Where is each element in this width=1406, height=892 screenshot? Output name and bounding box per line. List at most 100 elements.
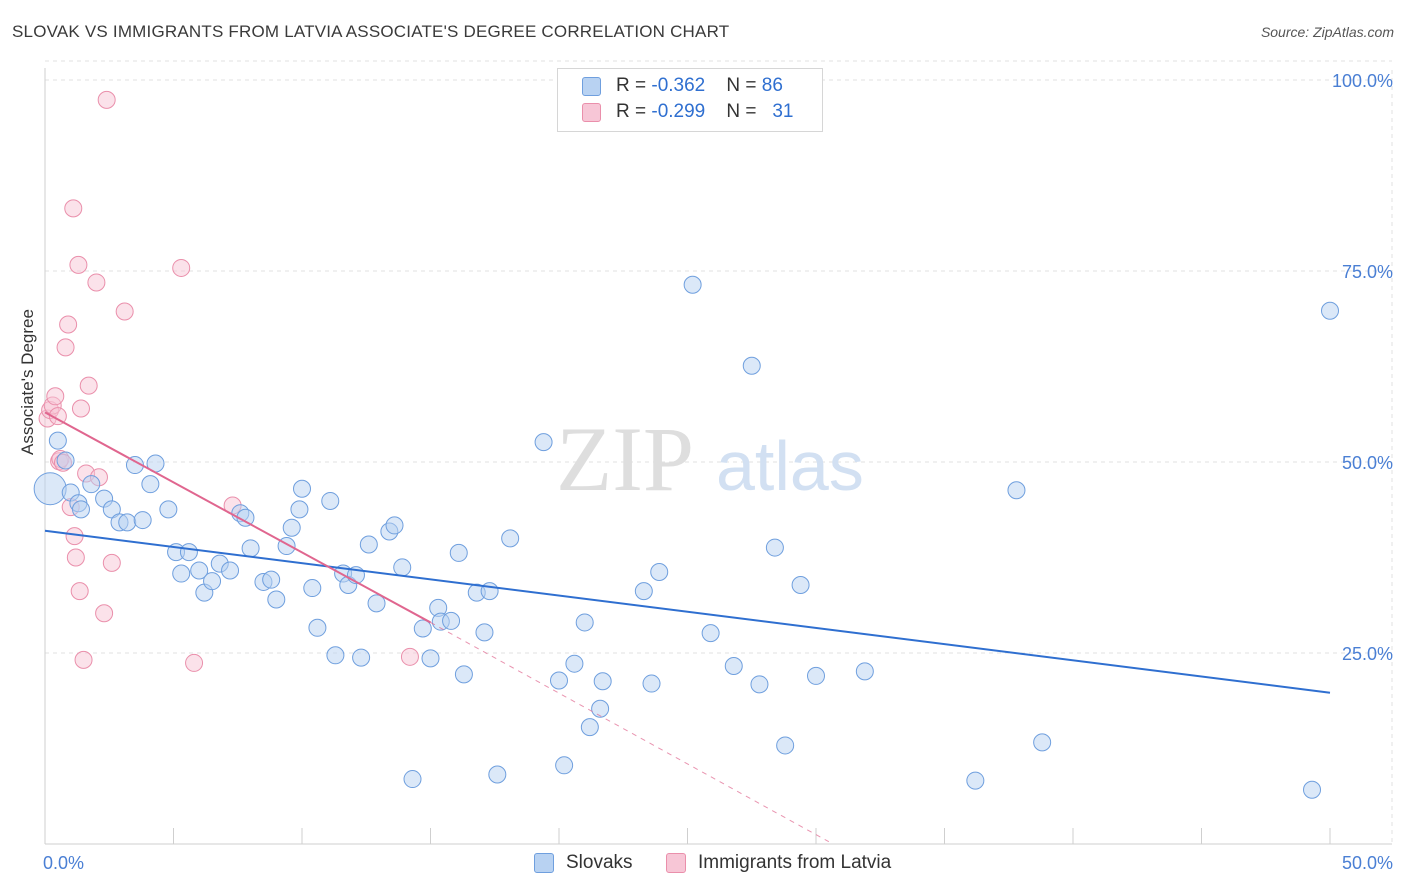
- trend-lines: [44, 411, 1331, 843]
- slovak-point: [555, 756, 574, 775]
- slovak-point: [534, 433, 553, 452]
- slovak-point: [159, 500, 178, 519]
- source-label: Source: ZipAtlas.com: [1260, 24, 1394, 40]
- latvia-trend-extension: [430, 622, 830, 843]
- latvia-point: [69, 255, 88, 274]
- slovak-point: [634, 582, 653, 601]
- slovak-point: [742, 356, 761, 375]
- x-tick-label: 0.0%: [43, 853, 84, 873]
- slovak-point: [352, 648, 371, 667]
- slovak-point: [580, 718, 599, 737]
- latvia-point: [400, 647, 419, 666]
- latvia-point: [95, 604, 114, 623]
- slovak-point: [141, 475, 160, 494]
- legend-r-label: R =: [616, 75, 652, 96]
- slovak-point: [1321, 301, 1339, 320]
- x-tick-label: 50.0%: [1342, 853, 1393, 873]
- latvia-point: [115, 302, 134, 321]
- slovak-point: [855, 662, 874, 681]
- slovak-point: [267, 590, 286, 609]
- slovak-point: [133, 511, 152, 530]
- slovaks-trend-line: [44, 529, 1331, 694]
- slovak-point: [421, 649, 440, 668]
- latvia-point: [71, 399, 90, 418]
- slovak-point: [642, 674, 661, 693]
- latvia-point: [102, 553, 121, 572]
- slovak-point: [575, 613, 594, 632]
- latvia-point: [185, 653, 204, 672]
- slovak-point: [413, 619, 432, 638]
- latvia-point: [79, 376, 98, 395]
- slovak-point: [241, 539, 260, 558]
- y-tick-label: 100.0%: [1332, 71, 1393, 91]
- slovak-point: [449, 543, 468, 562]
- slovak-point: [393, 558, 412, 577]
- legend-n-label: N =: [726, 75, 762, 96]
- latvia-point: [64, 199, 83, 218]
- bottom-legend-label-latvia: Immigrants from Latvia: [698, 852, 892, 873]
- y-axis-label: Associate's Degree: [18, 309, 37, 455]
- slovak-point: [290, 500, 309, 519]
- slovak-point: [33, 472, 67, 506]
- slovak-point: [179, 543, 198, 562]
- slovak-point: [321, 491, 340, 510]
- slovak-point: [565, 654, 584, 673]
- legend-swatch-slovaks: [582, 77, 601, 96]
- slovak-point: [683, 275, 702, 294]
- latvia-point: [97, 90, 116, 109]
- legend-n-value: 86: [761, 75, 783, 96]
- y-tick-label: 25.0%: [1342, 644, 1393, 664]
- slovak-point: [282, 518, 301, 537]
- slovak-point: [82, 475, 101, 494]
- slovak-point: [359, 535, 378, 554]
- legend-r-value: -0.362: [651, 75, 706, 96]
- slovak-point: [593, 672, 612, 691]
- slovak-point: [326, 646, 345, 665]
- slovak-point: [791, 576, 810, 595]
- slovak-point: [750, 675, 769, 694]
- legend-n-label: N =: [726, 101, 762, 122]
- slovak-point: [966, 771, 985, 790]
- latvia-point: [59, 315, 78, 334]
- latvia-point: [48, 407, 67, 426]
- latvia-point: [66, 548, 85, 567]
- latvia-point: [46, 387, 65, 406]
- bottom-legend-label-slovaks: Slovaks: [566, 852, 633, 873]
- watermark: ZIP atlas: [556, 408, 864, 510]
- slovak-point: [385, 516, 404, 535]
- axes: [44, 68, 1392, 845]
- slovak-point: [1303, 780, 1322, 799]
- slovak-point: [308, 618, 327, 637]
- slovak-point: [501, 529, 520, 548]
- slovak-point: [701, 624, 720, 643]
- slovak-point: [48, 431, 67, 450]
- latvia-point: [74, 650, 93, 669]
- slovak-point: [56, 451, 75, 470]
- slovak-point: [591, 699, 610, 718]
- latvia-point: [56, 338, 75, 357]
- latvia-trend-line: [44, 411, 431, 624]
- slovak-point: [442, 611, 461, 630]
- slovak-point: [303, 579, 322, 598]
- slovak-point: [550, 671, 568, 690]
- slovak-point: [203, 572, 222, 591]
- chart-title: SLOVAK VS IMMIGRANTS FROM LATVIA ASSOCIA…: [12, 22, 730, 41]
- slovak-point: [650, 563, 669, 582]
- grid-lines: [45, 60, 1393, 844]
- y-tick-label: 50.0%: [1342, 453, 1393, 473]
- slovak-point: [765, 538, 784, 557]
- slovak-point: [454, 665, 473, 684]
- bottom-legend-swatch-latvia: [666, 853, 686, 873]
- latvia-point: [87, 273, 106, 292]
- legend: R = -0.362 N = 86 R = -0.299 N = 31: [557, 68, 823, 132]
- tick-labels: 25.0% 50.0% 75.0% 100.0% 0.0% 50.0%: [43, 71, 1393, 873]
- slovak-point: [118, 513, 137, 532]
- slovak-point: [367, 594, 386, 613]
- slovak-points: [33, 275, 1339, 799]
- bottom-legend-swatch-slovaks: [534, 853, 554, 873]
- slovak-point: [221, 561, 240, 580]
- slovak-point: [488, 765, 507, 784]
- legend-n-value: 31: [772, 101, 794, 122]
- slovak-point: [475, 623, 494, 642]
